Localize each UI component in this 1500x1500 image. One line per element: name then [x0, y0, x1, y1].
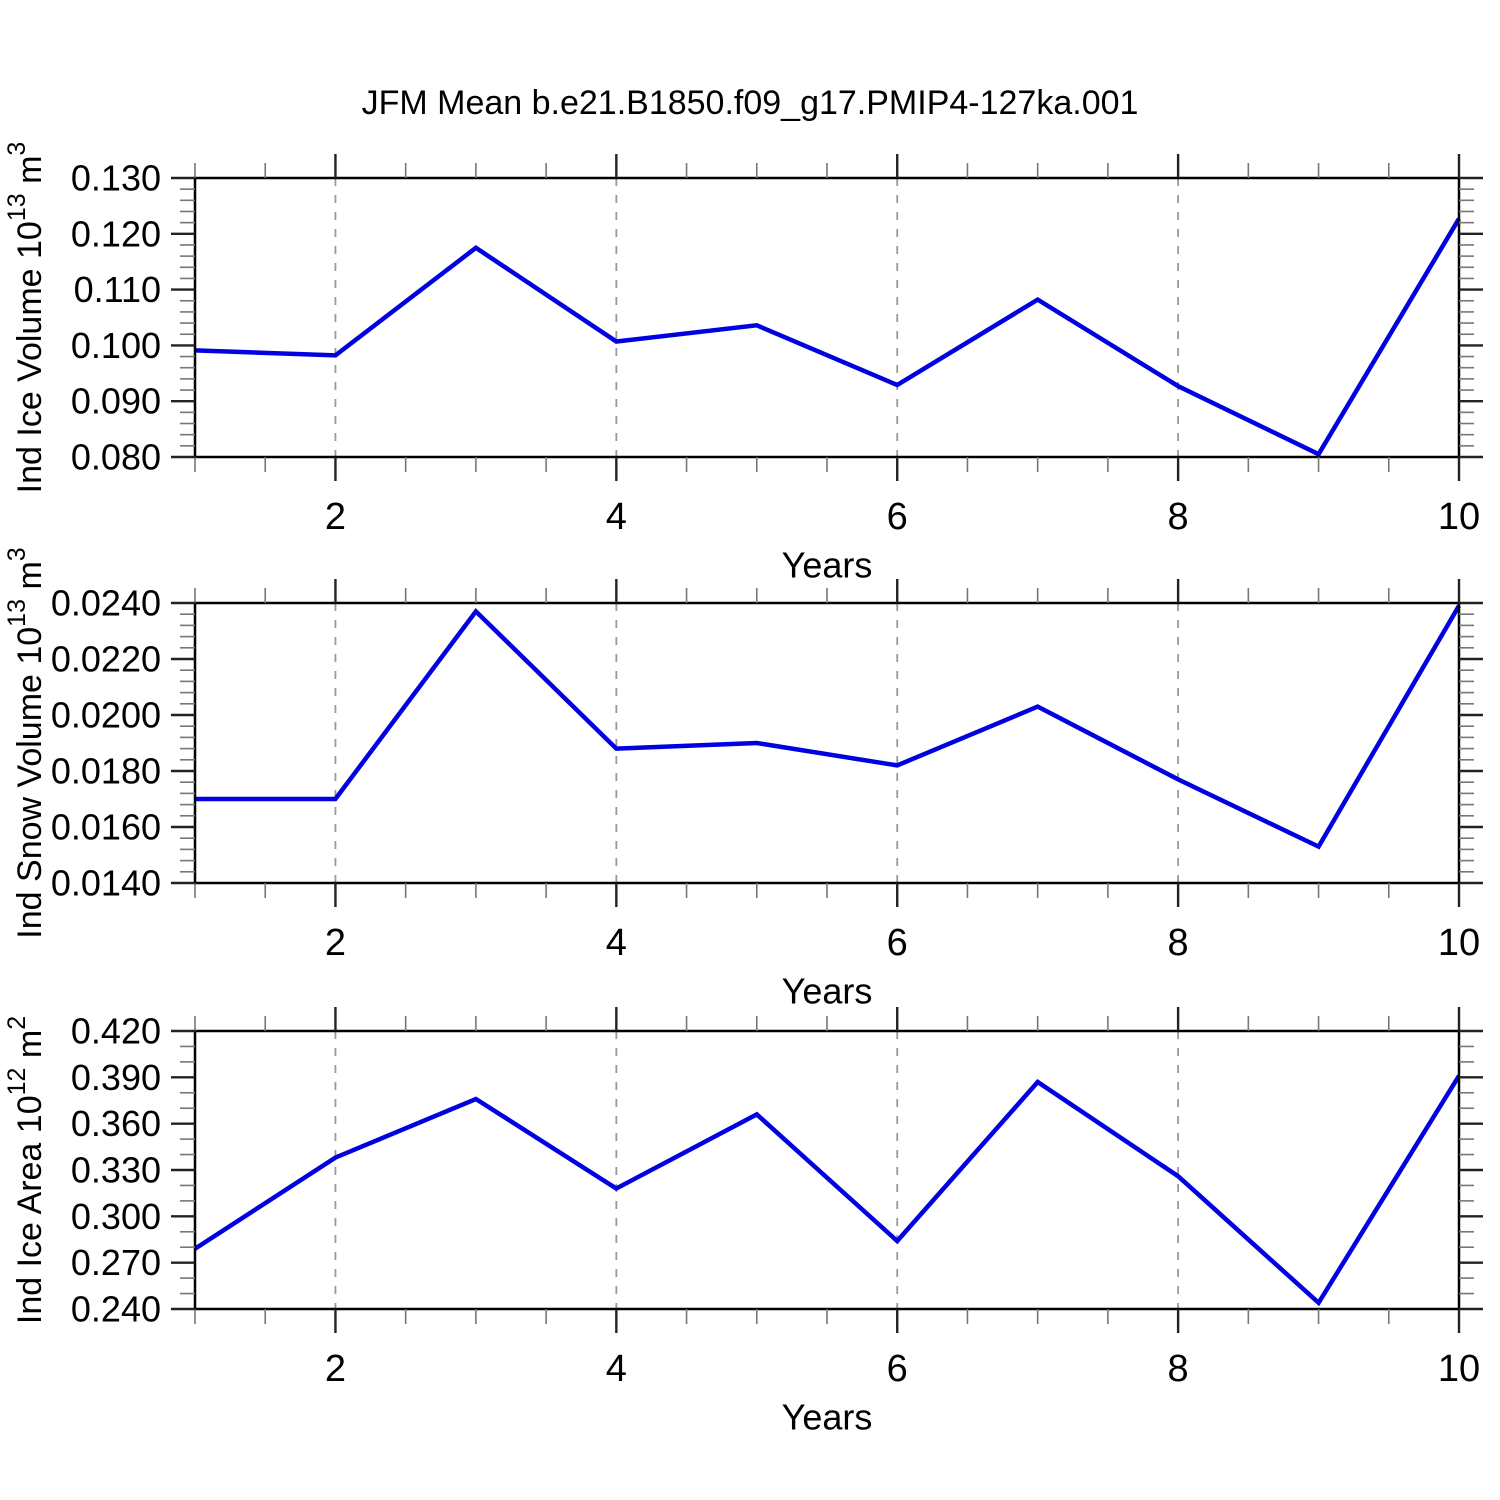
y-tick-label: 0.420 — [71, 1011, 161, 1052]
x-tick-label: 8 — [1168, 496, 1189, 538]
x-tick-label: 8 — [1168, 922, 1189, 964]
x-tick-label: 10 — [1438, 922, 1480, 964]
y-tick-label: 0.360 — [71, 1103, 161, 1144]
y-tick-label: 0.0140 — [51, 863, 161, 904]
y-tick-label: 0.120 — [71, 213, 161, 254]
x-tick-label: 2 — [325, 1348, 346, 1390]
x-tick-label: 2 — [325, 496, 346, 538]
x-tick-label: 4 — [606, 922, 627, 964]
y-tick-label: 0.090 — [71, 381, 161, 422]
y-tick-label: 0.0220 — [51, 639, 161, 680]
panel-ice-area: 0.240 0.270 0.300 0.330 0.360 0.390 0.420 2 4 6 8 1… — [3, 1007, 1483, 1438]
y-tick-label: 0.0160 — [51, 807, 161, 848]
x-axis-title: Years — [782, 545, 873, 586]
x-tick-label: 6 — [887, 496, 908, 538]
series-line — [195, 604, 1461, 850]
y-tick-label: 0.130 — [71, 158, 161, 199]
chart-title: JFM Mean b.e21.B1850.f09_g17.PMIP4-127ka… — [361, 84, 1139, 122]
series-line — [194, 217, 1461, 458]
x-tick-label: 4 — [606, 1348, 627, 1390]
x-axis-title: Years — [782, 971, 873, 1012]
y-axis-title: Ind Ice Volume 1013 m3 — [3, 142, 49, 494]
y-tick-label: 0.240 — [71, 1289, 161, 1330]
y-tick-label: 0.0240 — [51, 583, 161, 624]
y-axis-title: Ind Snow Volume 1013 m3 — [3, 547, 49, 938]
panel-ice-volume: 0.080 0.090 0.100 0.110 0.120 0.130 2 4 6 8 10 Year… — [3, 142, 1483, 586]
y-tick-label: 0.330 — [71, 1150, 161, 1191]
y-tick-label: 0.110 — [74, 269, 161, 310]
x-tick-label: 6 — [887, 1348, 908, 1390]
y-tick-label: 0.300 — [71, 1196, 161, 1237]
x-tick-label: 10 — [1438, 1348, 1480, 1390]
x-tick-label: 4 — [606, 496, 627, 538]
y-axis-title: Ind Ice Area 1012 m2 — [3, 1016, 49, 1324]
x-axis-title: Years — [782, 1397, 873, 1438]
x-tick-label: 8 — [1168, 1348, 1189, 1390]
y-tick-label: 0.100 — [71, 325, 161, 366]
y-tick-label: 0.270 — [71, 1242, 161, 1283]
x-tick-label: 10 — [1438, 496, 1480, 538]
y-tick-label: 0.390 — [71, 1057, 161, 1098]
y-tick-label: 0.080 — [71, 437, 161, 478]
x-tick-label: 6 — [887, 922, 908, 964]
series-line — [193, 1074, 1461, 1307]
plot-frame — [193, 601, 1461, 885]
x-tick-label: 2 — [325, 922, 346, 964]
plot-frame — [193, 1029, 1461, 1311]
y-tick-label: 0.0200 — [51, 695, 161, 736]
y-tick-label: 0.0180 — [51, 751, 161, 792]
panel-snow-volume: 0.0140 0.0160 0.0180 0.0200 0.0220 0.0240 2 4 6 8… — [3, 547, 1483, 1012]
